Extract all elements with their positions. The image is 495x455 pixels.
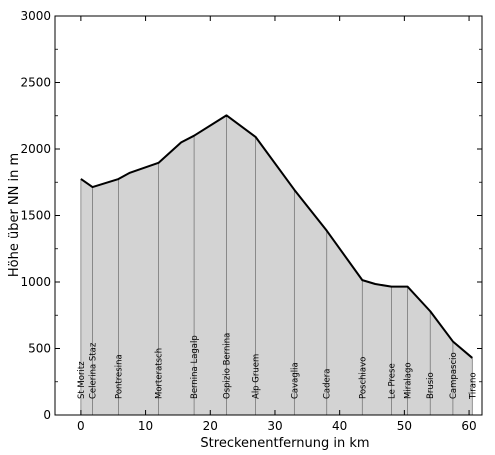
station-label: Cavaglia	[290, 362, 300, 399]
y-tick-label: 1000	[20, 275, 51, 289]
y-tick-label: 0	[43, 408, 51, 422]
y-axis-title: Höhe über NN in m	[7, 153, 22, 277]
station-label: Pontresina	[114, 354, 124, 399]
y-tick-label: 1500	[20, 209, 51, 223]
station-label: Cadera	[323, 369, 333, 399]
station-label: Campascio	[449, 352, 459, 399]
station-label: Poschiavo	[358, 357, 368, 399]
elevation-area	[80, 115, 473, 415]
station-label: Le Prese	[387, 363, 397, 399]
station-label: St Moritz	[77, 361, 87, 399]
plot-area: St Moritz Celerina Staz Pontresina Morterat…	[77, 114, 478, 415]
station-label: Bernina Lagalp	[190, 335, 200, 399]
station-label: Celerina Staz	[89, 342, 99, 399]
station-label: Miralago	[404, 362, 414, 399]
x-tick-label: 10	[138, 419, 153, 433]
x-tick-label: 30	[267, 419, 282, 433]
y-tick-label: 3000	[20, 9, 51, 23]
station-label: Alp Gruem	[252, 354, 262, 399]
x-tick-label: 20	[203, 419, 218, 433]
station-label: Ospizio Bernina	[222, 333, 232, 399]
elevation-line	[80, 114, 473, 359]
station-label: Tirano	[468, 372, 478, 400]
x-axis-title: Streckenentfernung in km	[200, 436, 369, 451]
y-tick-label: 500	[28, 342, 51, 356]
station-label: Brusio	[426, 372, 436, 399]
x-tick-label: 40	[332, 419, 347, 433]
x-tick-label: 60	[461, 419, 476, 433]
y-tick-label: 2000	[20, 142, 51, 156]
x-tick-label: 0	[77, 419, 85, 433]
x-tick-label: 50	[397, 419, 412, 433]
axes: 0 10 20 30 40 50 60 0 500 1000 1500 2000 2500 3000	[20, 9, 483, 433]
y-tick-label: 2500	[20, 76, 51, 90]
station-label: Morteratsch	[155, 348, 165, 399]
